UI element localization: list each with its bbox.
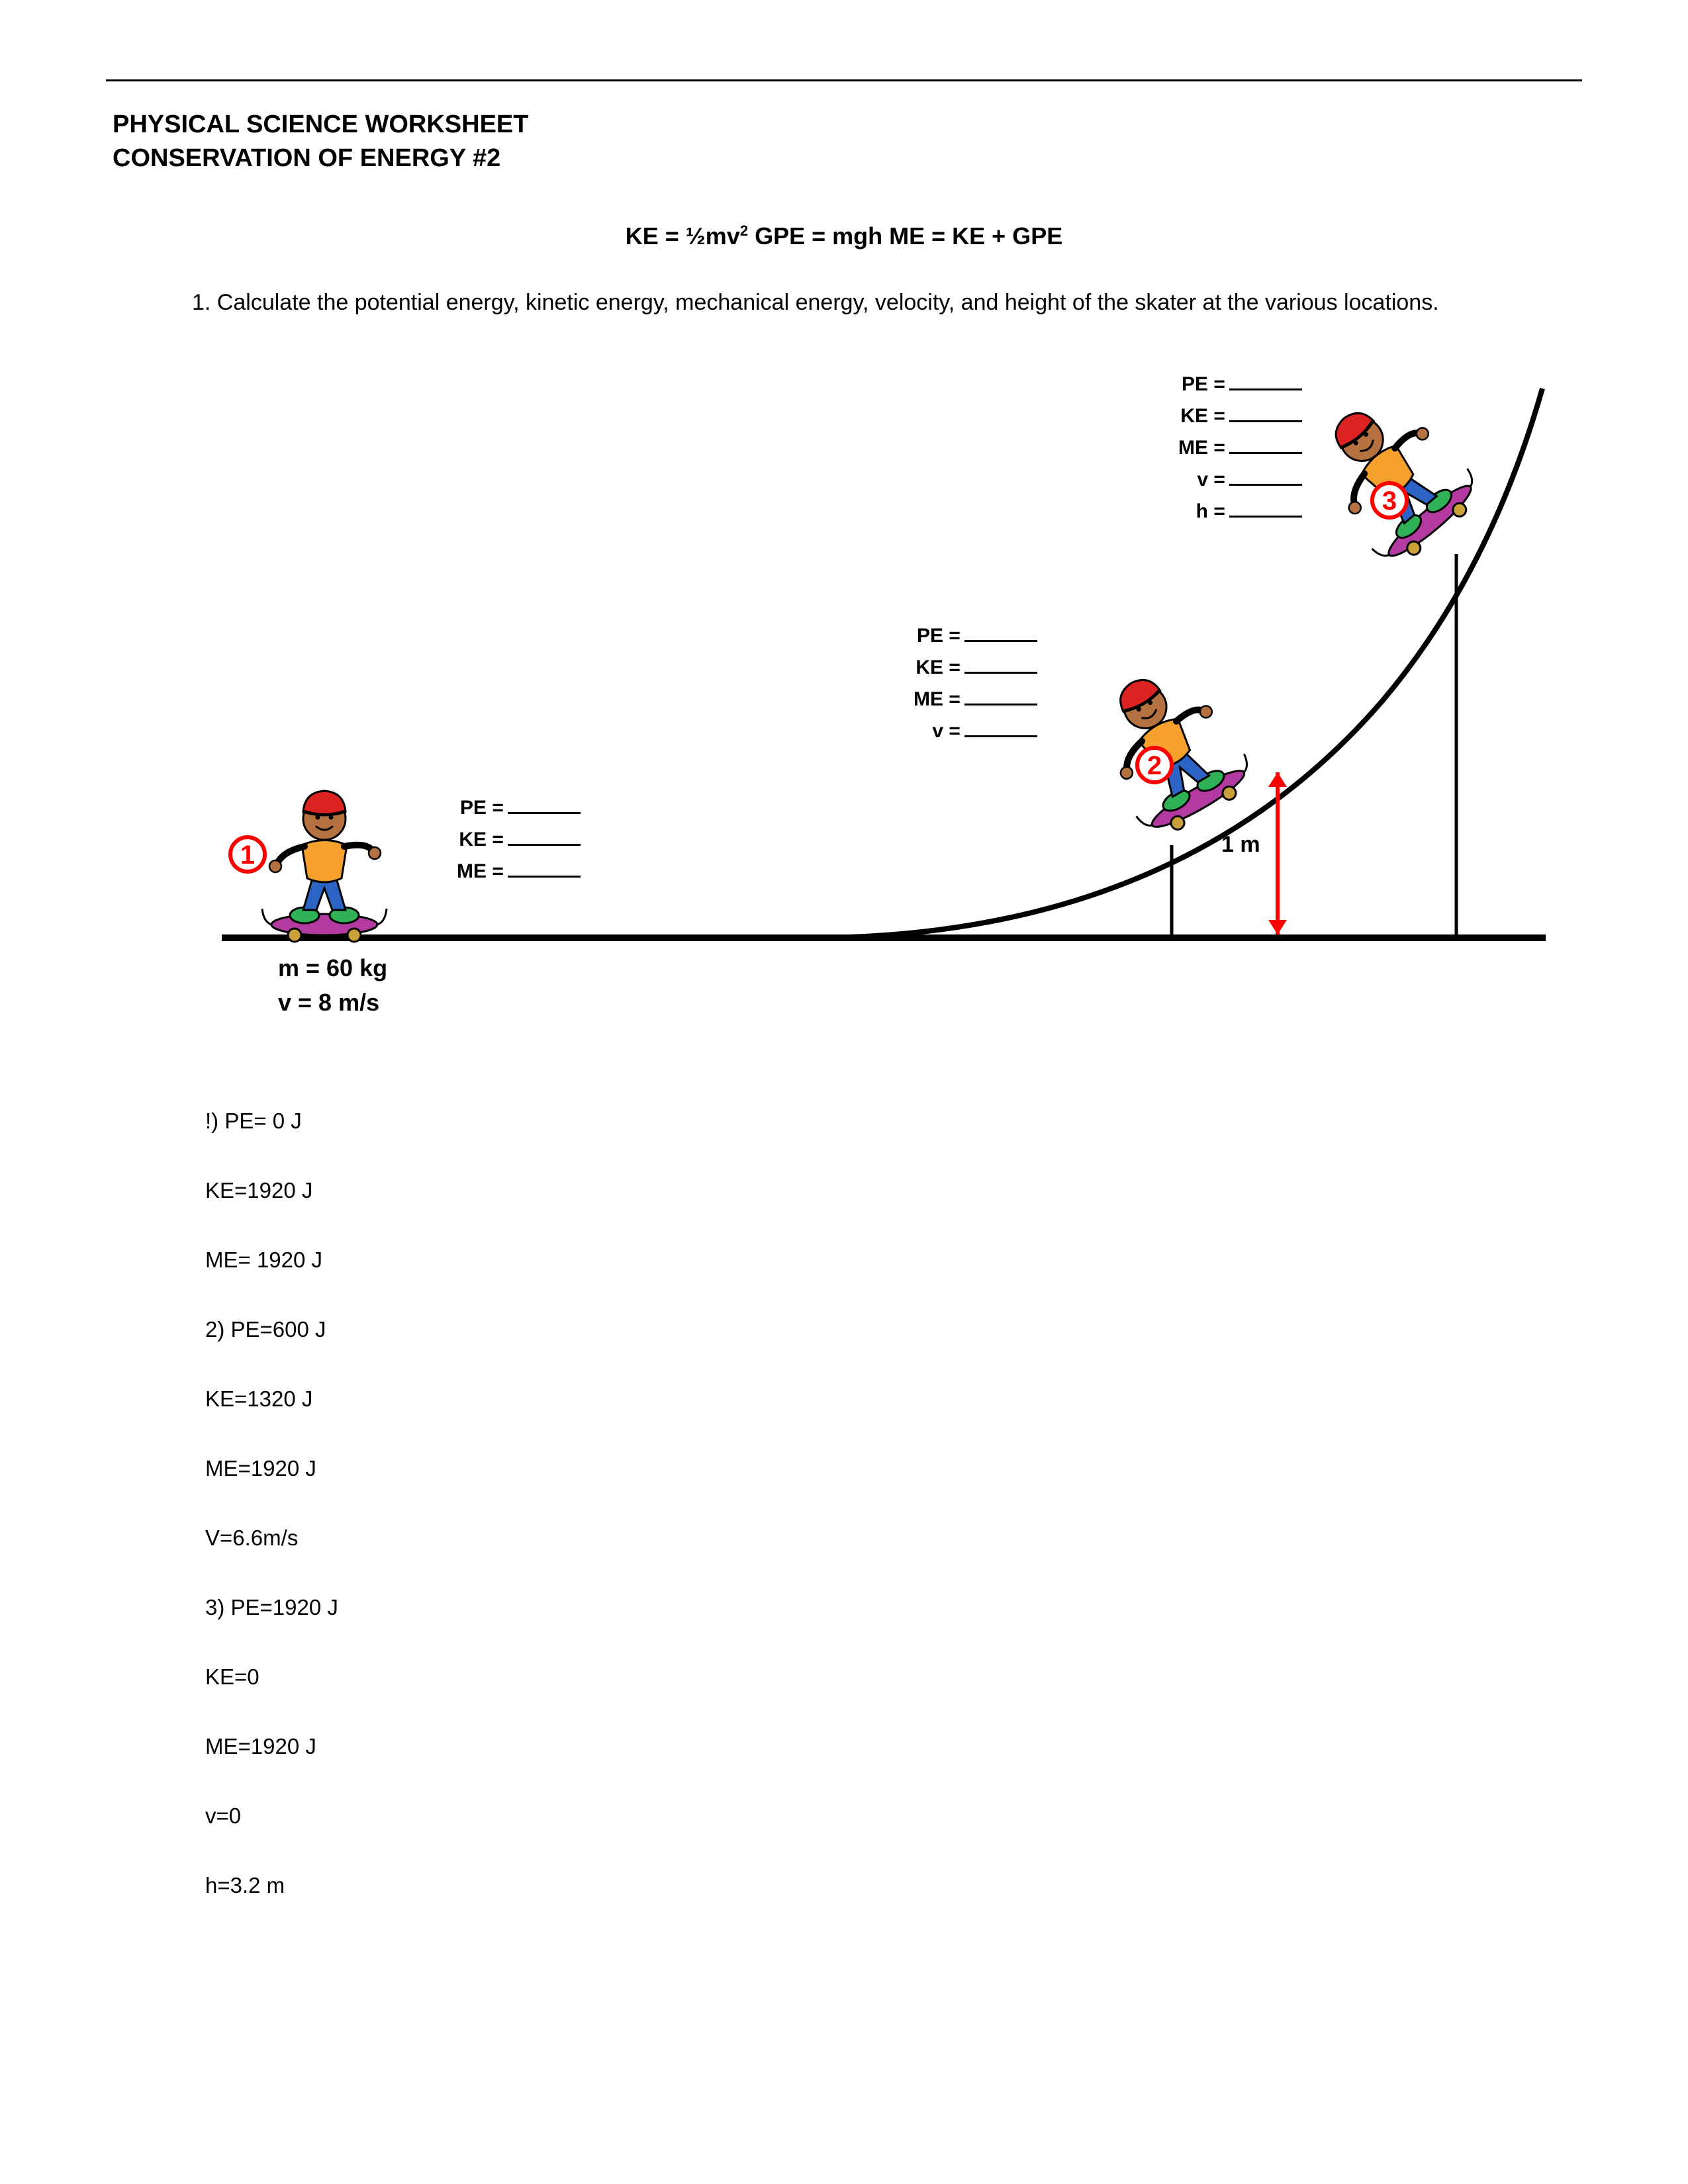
blank-row: v = [1178,464,1302,496]
blank-label: ME = [457,860,504,882]
position-marker-3: 3 [1370,481,1409,520]
answer-line: 3) PE=1920 J [205,1596,1582,1618]
blank-underline[interactable] [1229,420,1302,422]
blank-label: PE = [1182,373,1225,395]
answer-line: ME=1920 J [205,1457,1582,1479]
blank-underline[interactable] [1229,516,1302,518]
blank-underline[interactable] [508,844,581,846]
blank-label: ME = [1178,437,1225,459]
blank-label: ME = [914,688,961,710]
skater-icon [262,791,387,942]
blank-row: PE = [914,620,1037,652]
energy-diagram: PE = KE = ME = PE = KE = ME = v = PE = KE = ME = v… [192,355,1549,1070]
diagram-svg [192,355,1549,1070]
worksheet-page: PHYSICAL SCIENCE WORKSHEET CONSERVATION … [0,0,1688,1896]
answer-line: KE=1320 J [205,1388,1582,1410]
answer-line: ME=1920 J [205,1735,1582,1757]
given-mass: m = 60 kg [278,951,387,985]
formula-exp: 2 [740,222,748,239]
skater-icon [1296,378,1489,574]
blank-row: PE = [457,792,581,824]
answer-line: h=3.2 m [205,1874,1582,1896]
formula-part-2: GPE = mgh ME = KE + GPE [748,222,1062,250]
blank-label: KE = [1180,405,1225,427]
answer-line: V=6.6m/s [205,1527,1582,1549]
fill-blank-group-2: PE = KE = ME = v = [914,620,1037,747]
position-marker-2: 2 [1135,746,1174,784]
blank-row: ME = [1178,432,1302,464]
position-marker-1: 1 [228,835,267,874]
answer-line: 2) PE=600 J [205,1318,1582,1340]
blank-label: h = [1196,500,1225,522]
answer-line: KE=1920 J [205,1179,1582,1201]
blank-row: v = [914,715,1037,747]
blank-underline[interactable] [1229,452,1302,454]
given-values: m = 60 kg v = 8 m/s [278,951,387,1020]
blank-underline[interactable] [964,672,1037,674]
answer-line: KE=0 [205,1666,1582,1688]
blank-row: PE = [1178,369,1302,400]
answer-line: !) PE= 0 J [205,1110,1582,1132]
top-rule [106,79,1582,81]
blank-underline[interactable] [964,735,1037,737]
worksheet-title-1: PHYSICAL SCIENCE WORKSHEET [113,108,1582,142]
blank-underline[interactable] [1229,388,1302,390]
blank-underline[interactable] [508,876,581,878]
blank-label: KE = [915,657,961,678]
blank-row: h = [1178,496,1302,527]
question-1: 1. Calculate the potential energy, kinet… [192,290,1582,316]
worksheet-title-2: CONSERVATION OF ENERGY #2 [113,142,1582,175]
blank-row: KE = [457,824,581,856]
answer-line: ME= 1920 J [205,1249,1582,1271]
blank-underline[interactable] [508,812,581,814]
blank-underline[interactable] [964,704,1037,705]
blank-underline[interactable] [1229,484,1302,486]
blank-label: PE = [917,625,961,647]
blank-row: ME = [457,856,581,887]
fill-blank-group-1: PE = KE = ME = [457,792,581,887]
blank-label: v = [1197,469,1225,490]
blank-underline[interactable] [964,640,1037,642]
blank-label: v = [932,720,961,742]
height-dimension-label: 1 m [1221,832,1260,858]
blank-row: KE = [914,652,1037,684]
given-velocity: v = 8 m/s [278,985,387,1020]
fill-blank-group-3: PE = KE = ME = v = h = [1178,369,1302,527]
blank-row: KE = [1178,400,1302,432]
formula-line: KE = ½mv2 GPE = mgh ME = KE + GPE [106,222,1582,250]
blank-label: KE = [459,829,504,850]
blank-row: ME = [914,684,1037,715]
answer-line: v=0 [205,1805,1582,1827]
formula-part-1: KE = ½mv [626,222,740,250]
answers-block: !) PE= 0 J KE=1920 J ME= 1920 J 2) PE=600 J… [205,1110,1582,1896]
skater-icon [1078,652,1261,844]
blank-label: PE = [460,797,504,819]
